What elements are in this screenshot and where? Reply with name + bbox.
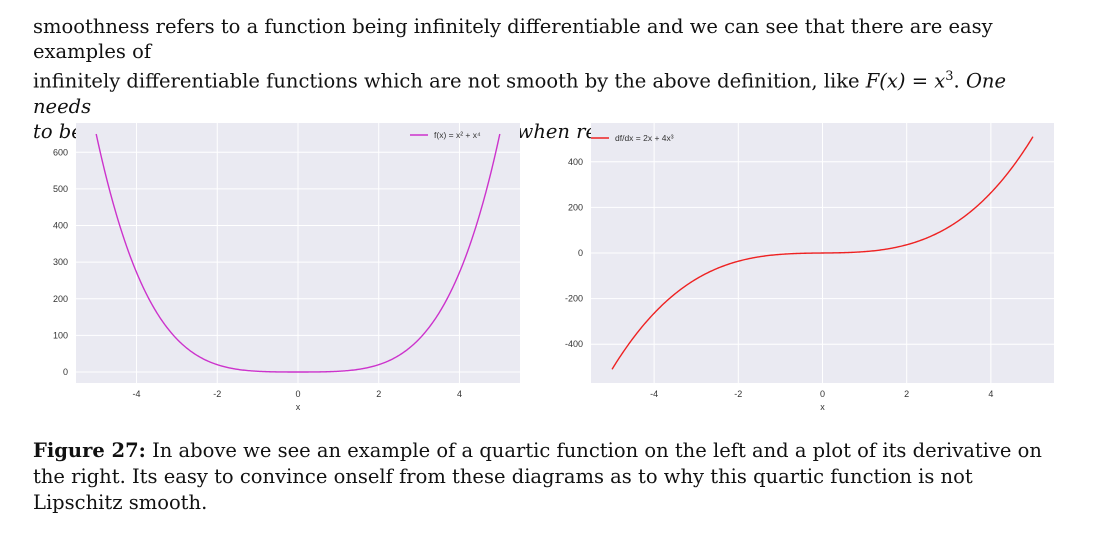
x-axis-label: x [296, 402, 301, 412]
y-tick-label: 100 [53, 330, 68, 340]
paragraph-line-2-italic: One needs [33, 69, 1007, 118]
y-tick-label: -200 [565, 294, 583, 304]
y-tick-label: -400 [565, 339, 583, 349]
paragraph-line-1: smoothness refers to a function being in… [33, 15, 993, 63]
x-tick-label: -4 [133, 389, 141, 399]
legend-label: df/dx = 2x + 4x³ [615, 133, 674, 143]
x-tick-label: 4 [457, 389, 462, 399]
y-tick-label: 0 [63, 367, 68, 377]
y-tick-label: 400 [53, 221, 68, 231]
legend-label: f(x) = x² + x⁴ [434, 130, 481, 140]
x-tick-label: 2 [904, 389, 909, 399]
y-tick-label: 300 [53, 257, 68, 267]
y-tick-label: 200 [53, 294, 68, 304]
y-tick-label: 0 [578, 248, 583, 258]
paragraph-line-2-text: infinitely differentiable functions whic… [33, 69, 866, 93]
x-axis-label: x [820, 402, 825, 412]
series-line [95, 133, 501, 373]
inline-math: F(x) = x [865, 69, 946, 93]
y-tick-label: 200 [568, 202, 583, 212]
paragraph-line-2: infinitely differentiable functions whic… [33, 64, 1033, 119]
derivative-chart: -4 -2 0 2 4 -400 -200 0 200 400 x df/dx = 2x + 4x³ [565, 123, 1054, 412]
x-tick-label: 0 [295, 389, 300, 399]
paragraph-period: . [953, 69, 966, 93]
figure-caption: Figure 27: In above we see an example of… [33, 438, 1043, 516]
y-tick-label: 500 [53, 184, 68, 194]
inline-math-exponent: 3 [945, 69, 954, 84]
quartic-function-chart: -4 -2 0 2 4 0 100 200 300 400 500 600 x f(x) = x² + x… [53, 123, 520, 412]
x-tick-label: -2 [734, 389, 742, 399]
y-tick-label: 400 [568, 157, 583, 167]
caption-text: In above we see an example of a quartic … [33, 439, 1042, 514]
x-tick-label: -2 [213, 389, 221, 399]
x-tick-label: 4 [988, 389, 993, 399]
y-tick-label: 600 [53, 147, 68, 157]
x-tick-label: -4 [650, 389, 658, 399]
series-line [611, 136, 1034, 370]
x-tick-label: 0 [820, 389, 825, 399]
x-tick-label: 2 [376, 389, 381, 399]
figure-label: Figure 27: [33, 439, 146, 462]
